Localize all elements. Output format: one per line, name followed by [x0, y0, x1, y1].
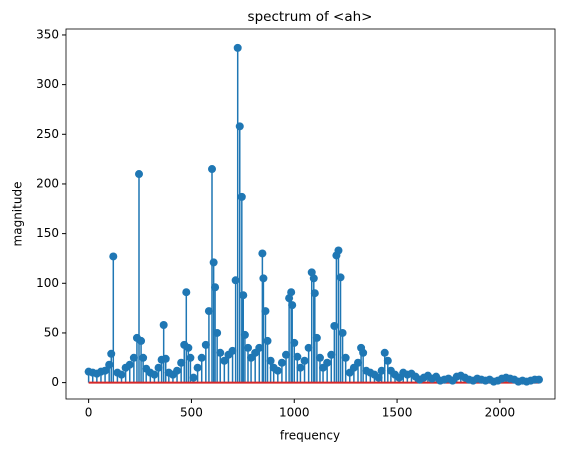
- stem-marker: [312, 333, 321, 342]
- stem-marker: [193, 363, 202, 372]
- stem-marker: [261, 307, 270, 316]
- stem-marker: [107, 349, 116, 358]
- stem-marker: [266, 356, 275, 365]
- stem-marker: [296, 363, 305, 372]
- stem-marker: [220, 356, 229, 365]
- stem-marker: [258, 249, 267, 258]
- stem-marker: [290, 338, 299, 347]
- stem-marker: [235, 122, 244, 131]
- stem-marker: [154, 363, 163, 372]
- stem-marker: [240, 330, 249, 339]
- stem-marker: [300, 356, 309, 365]
- stem-marker: [310, 289, 319, 298]
- stem-marker: [186, 353, 195, 362]
- x-tick-label: 2000: [485, 406, 516, 420]
- y-tick-label: 0: [51, 375, 59, 389]
- stem-marker: [213, 328, 222, 337]
- stem-marker: [304, 343, 313, 352]
- stem-marker: [334, 246, 343, 255]
- stem-marker: [293, 352, 302, 361]
- stem-marker: [150, 370, 159, 379]
- x-tick-label: 1500: [382, 406, 413, 420]
- x-tick-label: 1000: [279, 406, 310, 420]
- stem-marker: [201, 340, 210, 349]
- y-tick-label: 50: [44, 325, 59, 339]
- x-tick-label: 0: [85, 406, 93, 420]
- stem-marker: [380, 348, 389, 357]
- stem-marker: [239, 291, 248, 300]
- stem-marker: [259, 274, 268, 283]
- stem-marker: [209, 258, 218, 267]
- stem-marker: [263, 336, 272, 345]
- stem-marker: [137, 336, 146, 345]
- stem-marker: [197, 353, 206, 362]
- stem-marker: [182, 288, 191, 297]
- stem-marker: [330, 321, 339, 330]
- y-tick-label: 100: [36, 276, 59, 290]
- stem-marker: [228, 346, 237, 355]
- stem-marker: [534, 375, 543, 384]
- x-tick-label: 500: [180, 406, 203, 420]
- stem-marker: [105, 360, 114, 369]
- stem-marker: [159, 321, 168, 329]
- stem-marker: [231, 276, 240, 285]
- stem-marker: [211, 283, 220, 292]
- stem-marker: [161, 354, 170, 363]
- x-axis-label: frequency: [280, 429, 340, 443]
- stem-marker: [359, 348, 368, 357]
- stem-marker: [184, 343, 193, 352]
- stem-marker: [109, 252, 118, 261]
- stem-marker: [282, 350, 291, 359]
- stem-marker: [135, 170, 144, 179]
- stem-marker: [237, 192, 246, 201]
- stem-marker: [177, 358, 186, 367]
- y-tick-label: 300: [36, 77, 59, 91]
- y-tick-label: 350: [36, 27, 59, 41]
- stem-marker: [288, 301, 297, 310]
- stem-marker: [383, 356, 392, 365]
- stem-marker: [377, 366, 386, 375]
- stem-marker: [338, 328, 347, 337]
- stem-marker: [255, 343, 264, 352]
- y-tick-label: 250: [36, 127, 59, 141]
- stem-marker: [323, 358, 332, 367]
- stem-marker: [189, 373, 198, 382]
- stem-marker: [101, 366, 110, 375]
- stem-marker: [287, 288, 296, 297]
- stem-marker: [208, 165, 217, 174]
- stem-marker: [216, 348, 225, 357]
- y-tick-label: 200: [36, 176, 59, 190]
- stem-marker: [277, 358, 286, 367]
- stem-marker: [129, 353, 138, 362]
- stem-marker: [341, 353, 350, 362]
- stem-marker: [336, 273, 345, 282]
- stem-marker: [233, 43, 242, 52]
- stem-marker: [204, 307, 213, 316]
- plot-frame: [65, 28, 556, 400]
- chart-title: spectrum of <ah>: [248, 9, 373, 25]
- y-axis-label: magnitude: [11, 182, 25, 247]
- stem-marker: [309, 274, 318, 283]
- stem-marker: [139, 353, 148, 362]
- stem-marker: [117, 370, 126, 379]
- stem-marker: [354, 358, 363, 367]
- stem-marker: [374, 373, 383, 382]
- stem-marker: [273, 366, 282, 375]
- stem-marker: [315, 353, 324, 362]
- y-tick-label: 150: [36, 226, 59, 240]
- stem-marker: [243, 343, 252, 352]
- stem-marker: [327, 350, 336, 359]
- stem-marker: [173, 366, 182, 375]
- stem-marker: [125, 360, 134, 369]
